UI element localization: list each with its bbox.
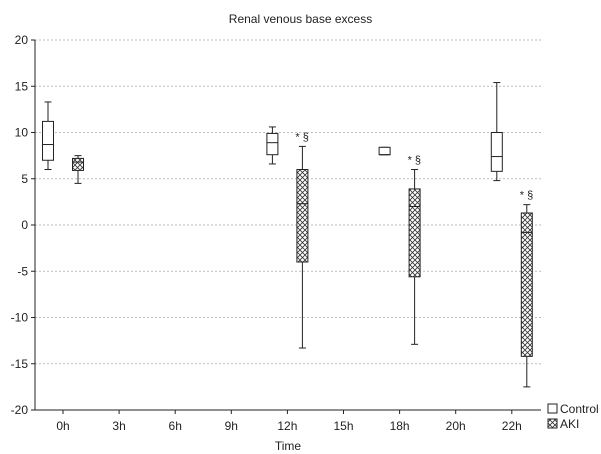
box-aki-22h: * § <box>520 190 533 388</box>
box-iqr <box>266 132 279 156</box>
y-tick-label: -5 <box>17 264 28 278</box>
x-axis-title: Time <box>275 439 302 453</box>
y-tick-label: 10 <box>15 126 29 140</box>
box-aki-0h <box>72 155 84 184</box>
box-iqr <box>490 132 503 172</box>
box-iqr <box>72 157 84 171</box>
box-control-22h <box>490 82 503 182</box>
box-control-18h <box>378 146 391 156</box>
box-control-12h <box>266 126 279 165</box>
significance-annotation: * § <box>520 190 533 202</box>
significance-annotation: * § <box>408 155 421 167</box>
x-tick-label: 6h <box>169 419 182 433</box>
x-tick-label: 9h <box>225 419 238 433</box>
y-tick-label: 20 <box>15 33 29 47</box>
box-iqr <box>408 188 421 278</box>
chart-title: Renal venous base excess <box>228 12 373 26</box>
legend-swatch-control <box>547 403 558 414</box>
legend-label-aki: AKI <box>560 417 579 431</box>
x-tick-label: 15h <box>333 419 353 433</box>
box-aki-18h: * § <box>408 155 421 345</box>
box-control-0h <box>42 101 54 170</box>
box-iqr <box>42 120 54 161</box>
x-tick-label: 22h <box>502 419 522 433</box>
x-tick-label: 20h <box>446 419 466 433</box>
x-tick-label: 3h <box>112 419 125 433</box>
significance-annotation: * § <box>295 131 308 143</box>
y-tick-label: -15 <box>11 357 29 371</box>
x-tick-label: 0h <box>56 419 69 433</box>
y-tick-label: -10 <box>11 311 29 325</box>
y-tick-label: -20 <box>11 403 29 417</box>
x-tick-label: 18h <box>390 419 410 433</box>
box-aki-12h: * § <box>295 131 309 349</box>
axes: -20 -15 -10 -5 0 5 10 15 20 0h 3h 6h 9h 12h 15h 18h 20h 2… <box>11 33 541 453</box>
boxes: * § * § * § <box>42 82 533 388</box>
x-tick-label: 12h <box>277 419 297 433</box>
y-tick-label: 5 <box>21 172 28 186</box>
y-tick-label: 15 <box>15 79 29 93</box>
box-iqr <box>520 212 533 357</box>
box-iqr <box>378 146 391 156</box>
legend-label-control: Control <box>560 402 599 416</box>
box-iqr <box>296 169 309 263</box>
legend-swatch-aki <box>547 418 558 429</box>
grid-lines <box>35 39 541 365</box>
y-tick-label: 0 <box>21 218 28 232</box>
